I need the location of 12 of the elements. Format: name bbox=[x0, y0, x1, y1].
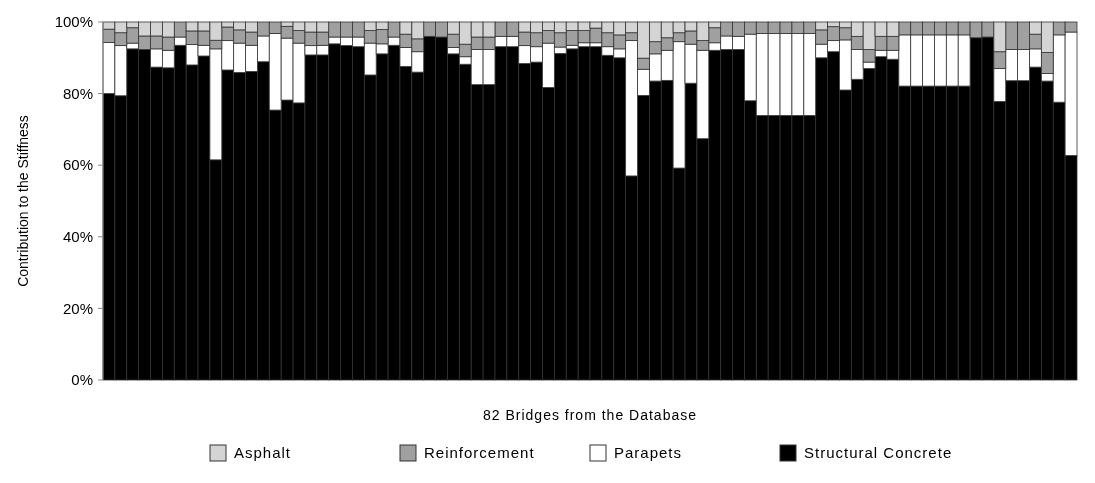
y-tick-label: 100% bbox=[54, 13, 93, 31]
x-axis-title: 82 Bridges from the Database bbox=[483, 407, 697, 423]
y-tick-label: 40% bbox=[62, 228, 93, 246]
y-tick-label: 80% bbox=[62, 84, 93, 102]
legend-label: Reinforcement bbox=[424, 444, 535, 462]
legend-label: Parapets bbox=[614, 444, 683, 462]
legend-label: Asphalt bbox=[234, 444, 292, 462]
y-tick-label: 0% bbox=[71, 371, 93, 389]
y-tick-label: 60% bbox=[62, 156, 93, 174]
y-tick-label: 20% bbox=[62, 299, 93, 317]
y-axis-title: Contribution to the Stiffness bbox=[15, 115, 31, 287]
legend-label: Structural Concrete bbox=[804, 444, 953, 462]
